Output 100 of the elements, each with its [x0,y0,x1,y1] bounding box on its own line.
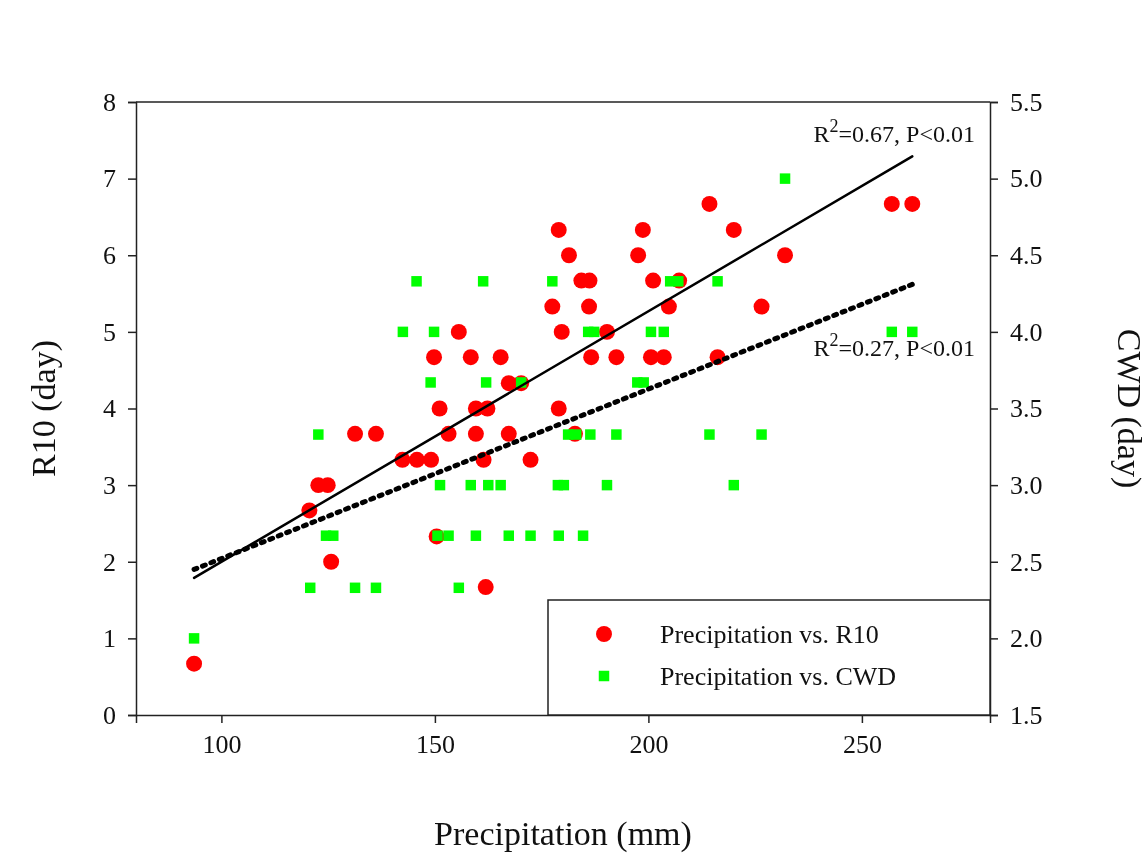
point [712,276,723,287]
point [756,429,767,440]
point [553,323,570,340]
point [907,326,918,338]
y2-tick-label: 4.0 [1010,317,1043,347]
point [500,425,517,442]
point [188,633,200,644]
point [585,429,596,440]
point [480,377,492,388]
y-tick-label: 7 [103,164,116,194]
x-tick-label: 250 [842,730,882,760]
y-tick-label: 4 [103,394,116,424]
point [583,349,600,366]
y2-tick-label: 5.0 [1010,164,1043,194]
y-axis-title: R10 (day) [25,340,63,477]
y2-tick-label: 2.5 [1010,547,1043,577]
annotation: R$^{2}$=0.67, P<0.01 [813,116,975,148]
point [453,582,465,594]
point [443,530,454,541]
point [658,326,670,338]
y2-tick-label: 3.0 [1010,470,1043,500]
point [638,377,649,388]
point [450,323,467,340]
y2-tick-label: 5.5 [1010,87,1043,117]
y2-tick-label: 2.0 [1010,624,1043,654]
point [434,479,446,491]
point [645,272,662,289]
point [547,276,558,287]
y-tick-label: 0 [103,700,116,730]
point [503,530,515,541]
point [323,553,340,570]
point [883,195,900,212]
point [525,530,536,541]
point [655,349,672,366]
point [581,298,598,315]
point [492,349,509,366]
point [431,400,448,417]
point [470,530,482,541]
point [397,326,409,338]
point [495,479,506,491]
point [408,451,425,468]
point [544,298,561,315]
point [561,247,577,264]
point [186,655,203,672]
point [370,582,382,594]
y2-tick-label: 4.5 [1010,241,1043,271]
x-axis-title: Precipitation (mm) [434,815,692,853]
point [477,579,494,595]
point [423,451,440,468]
point [753,298,770,315]
point [725,222,742,238]
y-tick-label: 6 [103,241,116,271]
y2-axis-title: CWD (day) [1110,328,1143,489]
point [577,530,589,541]
point [428,326,440,338]
point [704,429,715,440]
x-tick-label: 200 [629,730,669,760]
point [426,349,443,366]
point [886,326,898,338]
point [777,247,794,264]
point [411,276,422,287]
point [347,425,364,442]
point [601,479,613,491]
point [634,222,651,238]
y-tick-label: 2 [103,547,116,577]
point [328,530,339,541]
point [465,479,477,491]
point [588,326,600,338]
point [779,173,791,184]
point [728,479,740,491]
point [645,326,657,338]
point [425,377,436,388]
point [611,429,622,440]
y2-tick-label: 3.5 [1010,394,1043,424]
point [630,247,647,264]
x-tick-label: 100 [202,730,242,760]
legend-label: Precipitation vs. CWD [660,662,897,691]
annotation: R$^{2}$=0.27, P<0.01 [813,330,975,362]
point [550,222,567,238]
point [522,451,539,468]
y-tick-label: 3 [103,470,116,500]
point [313,429,324,440]
x-tick-label: 150 [415,730,455,760]
y2-tick-label: 1.5 [1010,700,1043,730]
point [483,479,494,491]
point [608,349,625,366]
point [477,276,489,287]
point [349,582,361,594]
point [553,530,564,541]
legend-label: Precipitation vs. R10 [660,620,879,649]
point [462,349,479,366]
y-tick-label: 5 [103,317,116,347]
point [367,425,384,442]
y-tick-label: 8 [103,87,116,117]
point [701,195,718,212]
point [558,479,570,491]
point [550,400,567,417]
point [467,425,484,442]
y-tick-label: 1 [103,624,116,654]
point [904,195,921,212]
